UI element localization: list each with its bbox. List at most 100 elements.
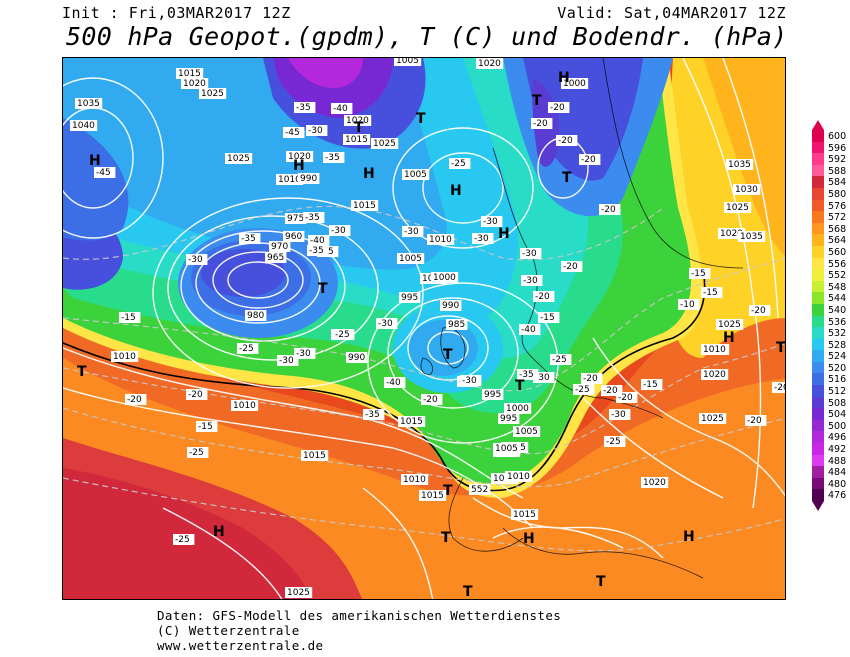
svg-text:960: 960 (285, 232, 302, 242)
svg-text:975: 975 (287, 214, 304, 224)
colorbar-label: 476 (828, 490, 847, 502)
low-pressure-center: T (318, 281, 328, 297)
pressure-label: 1025 (285, 587, 313, 598)
colorbar-label: 512 (828, 386, 847, 398)
svg-text:1010: 1010 (233, 401, 256, 411)
temperature-label: -20 (616, 392, 638, 403)
svg-text:-35: -35 (519, 370, 534, 380)
svg-text:1025: 1025 (701, 414, 724, 424)
svg-text:1015: 1015 (303, 451, 326, 461)
pressure-label: 990 (440, 300, 462, 311)
high-pressure-center: H (293, 158, 305, 174)
colorbar-segment (812, 153, 824, 165)
svg-text:1040: 1040 (72, 121, 95, 131)
svg-text:-15: -15 (540, 313, 555, 323)
svg-text:990: 990 (348, 353, 365, 363)
colorbar-label: 516 (828, 374, 847, 386)
svg-text:-20: -20 (603, 386, 618, 396)
svg-text:1015: 1015 (421, 491, 444, 501)
pressure-label: 1015 (351, 200, 379, 211)
temperature-label: -25 (604, 436, 626, 447)
low-pressure-center: T (515, 378, 525, 394)
colorbar-segment (812, 222, 824, 235)
svg-text:-30: -30 (483, 217, 498, 227)
colorbar-segment (812, 466, 824, 478)
temperature-label: -15 (196, 421, 218, 432)
temperature-label: -30 (521, 275, 543, 286)
colorbar-label: 484 (828, 467, 847, 479)
colorbar-label: 532 (828, 328, 847, 340)
colorbar-segment (812, 245, 824, 258)
temperature-label: -35 (303, 212, 325, 223)
temperature-label: -45 (94, 167, 116, 178)
temperature-label: -35 (294, 102, 316, 113)
colorbar-label: 524 (828, 351, 847, 363)
svg-text:-20: -20 (127, 395, 142, 405)
credits: Daten: GFS-Modell des amerikanischen Wet… (157, 608, 561, 653)
svg-text:1015: 1015 (400, 417, 423, 427)
colorbar-label: 576 (828, 200, 847, 212)
svg-text:1020: 1020 (643, 478, 666, 488)
svg-text:1020: 1020 (183, 79, 206, 89)
colorbar-label: 588 (828, 165, 847, 177)
colorbar-segment (812, 350, 824, 362)
temperature-label: -20 (186, 389, 208, 400)
temperature-label: -15 (538, 312, 560, 323)
pressure-label: 1025 (199, 88, 227, 99)
svg-text:985: 985 (448, 320, 465, 330)
temperature-label: -30 (186, 254, 208, 265)
temperature-label: -30 (472, 233, 494, 244)
colorbar-segment (812, 443, 824, 455)
temperature-label: -25 (449, 158, 471, 169)
temperature-label: -20 (599, 204, 621, 215)
temperature-label: -30 (376, 318, 398, 329)
svg-text:1025: 1025 (201, 89, 224, 99)
svg-text:-20: -20 (618, 393, 633, 403)
colorbar-label: 556 (828, 258, 847, 270)
svg-text:-10: -10 (680, 300, 695, 310)
svg-text:1005: 1005 (515, 427, 538, 437)
colorbar-label: 548 (828, 281, 847, 293)
pressure-label: 990 (346, 352, 368, 363)
svg-text:-30: -30 (308, 126, 323, 136)
pressure-label: 1040 (70, 120, 98, 131)
pressure-label: 1000 (491, 473, 519, 484)
temperature-label: -20 (561, 261, 583, 272)
high-pressure-center: H (558, 70, 570, 86)
temperature-label: -15 (641, 379, 663, 390)
svg-text:-25: -25 (239, 344, 254, 354)
temperature-label: -25 (573, 384, 595, 395)
colorbar-label: 580 (828, 188, 847, 200)
pressure-label: 1025 (225, 153, 253, 164)
colorbar-segment (812, 141, 824, 154)
colorbar-segment (812, 234, 824, 246)
copyright: (C) Wetterzentrale (157, 623, 300, 638)
svg-text:-35: -35 (309, 246, 324, 256)
pressure-label: 1035 (75, 98, 103, 109)
high-pressure-center: H (523, 531, 535, 547)
svg-text:-25: -25 (575, 385, 590, 395)
colorbar-segment (812, 199, 824, 212)
colorbar-label: 552 (828, 270, 847, 282)
colorbar-segment (812, 292, 824, 304)
svg-text:1015: 1015 (513, 510, 536, 520)
temperature-label: -20 (556, 135, 578, 146)
init-time: Init : Fri,03MAR2017 12Z (62, 4, 291, 22)
high-pressure-center: H (683, 529, 695, 545)
colorbar-label: 600 (828, 131, 847, 142)
svg-text:-15: -15 (643, 380, 658, 390)
pressure-label: 1015 (301, 450, 329, 461)
colorbar-label: 508 (828, 397, 847, 409)
pressure-label: 1000 (561, 78, 589, 89)
svg-text:-20: -20 (774, 383, 786, 393)
colorbar-label: 500 (828, 420, 847, 432)
temperature-label: -30 (277, 355, 299, 366)
colorbar-segment (812, 269, 824, 281)
svg-text:1025: 1025 (287, 588, 310, 598)
temperature-label: -25 (187, 447, 209, 458)
temperature-label: -30 (329, 225, 351, 236)
svg-text:-25: -25 (552, 355, 567, 365)
svg-text:965: 965 (267, 253, 284, 263)
colorbar-label: 592 (828, 154, 847, 166)
pressure-label: 985 (446, 319, 468, 330)
